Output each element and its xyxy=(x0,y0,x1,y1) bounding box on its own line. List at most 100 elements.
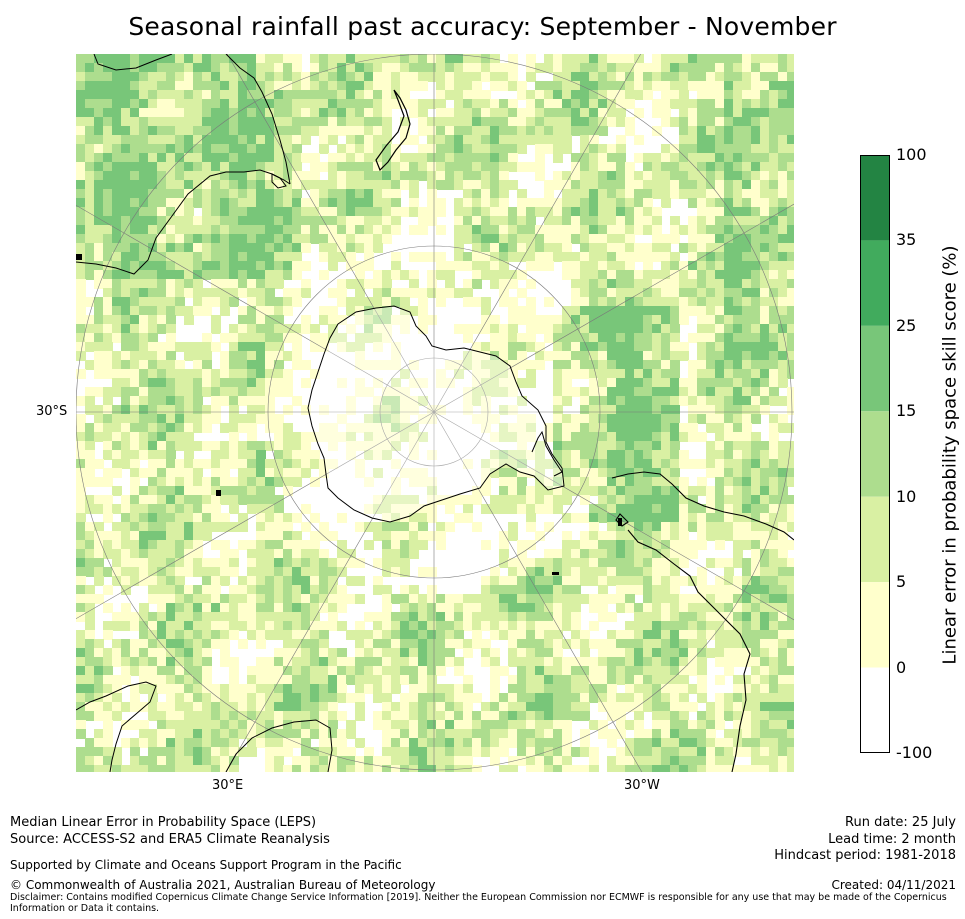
field-cell xyxy=(148,360,158,370)
field-cell xyxy=(598,144,608,154)
field-cell xyxy=(670,531,680,541)
field-cell xyxy=(184,468,194,478)
field-cell xyxy=(634,675,644,685)
field-cell xyxy=(589,270,599,280)
field-cell xyxy=(490,648,500,658)
field-cell xyxy=(319,630,329,640)
field-cell xyxy=(337,693,347,703)
field-cell xyxy=(247,396,257,406)
field-cell xyxy=(265,549,275,559)
field-cell xyxy=(751,252,761,262)
field-cell xyxy=(85,549,95,559)
field-cell xyxy=(346,171,356,181)
field-cell xyxy=(715,441,725,451)
field-cell xyxy=(580,261,590,271)
field-cell xyxy=(265,252,275,262)
field-cell xyxy=(229,504,239,514)
field-cell xyxy=(139,369,149,379)
field-cell xyxy=(580,630,590,640)
field-cell xyxy=(247,378,257,388)
field-cell xyxy=(688,360,698,370)
field-cell xyxy=(238,324,248,334)
field-cell xyxy=(436,405,446,415)
field-cell xyxy=(364,315,374,325)
field-cell xyxy=(94,342,104,352)
field-cell xyxy=(652,351,662,361)
field-cell xyxy=(733,306,743,316)
field-cell xyxy=(499,117,509,127)
field-cell xyxy=(202,225,212,235)
field-cell xyxy=(733,540,743,550)
field-cell xyxy=(544,333,554,343)
field-cell xyxy=(508,153,518,163)
field-cell xyxy=(166,288,176,298)
field-cell xyxy=(526,432,536,442)
field-cell xyxy=(310,333,320,343)
field-cell xyxy=(193,594,203,604)
field-cell xyxy=(319,162,329,172)
field-cell xyxy=(715,585,725,595)
field-cell xyxy=(625,495,635,505)
field-cell xyxy=(130,459,140,469)
field-cell xyxy=(679,288,689,298)
field-cell xyxy=(373,612,383,622)
field-cell xyxy=(706,558,716,568)
field-cell xyxy=(634,603,644,613)
field-cell xyxy=(607,270,617,280)
field-cell xyxy=(589,162,599,172)
field-cell xyxy=(490,252,500,262)
field-cell xyxy=(184,522,194,532)
field-cell xyxy=(211,72,221,82)
field-cell xyxy=(670,459,680,469)
field-cell xyxy=(454,180,464,190)
field-cell xyxy=(130,342,140,352)
field-cell xyxy=(571,63,581,73)
field-cell xyxy=(463,351,473,361)
field-cell xyxy=(310,630,320,640)
field-cell xyxy=(607,459,617,469)
field-cell xyxy=(238,117,248,127)
field-cell xyxy=(382,432,392,442)
field-cell xyxy=(328,135,338,145)
field-cell xyxy=(337,711,347,721)
field-cell xyxy=(436,162,446,172)
field-cell xyxy=(202,612,212,622)
field-cell xyxy=(571,621,581,631)
field-cell xyxy=(400,270,410,280)
field-cell xyxy=(571,225,581,235)
field-cell xyxy=(634,180,644,190)
field-cell xyxy=(355,297,365,307)
field-cell xyxy=(130,171,140,181)
field-cell xyxy=(409,180,419,190)
field-cell xyxy=(247,279,257,289)
field-cell xyxy=(652,621,662,631)
field-cell xyxy=(634,486,644,496)
field-cell xyxy=(346,153,356,163)
field-cell xyxy=(508,621,518,631)
field-cell xyxy=(751,414,761,424)
field-cell xyxy=(517,351,527,361)
field-cell xyxy=(787,360,794,370)
field-cell xyxy=(562,423,572,433)
field-cell xyxy=(256,333,266,343)
field-cell xyxy=(661,432,671,442)
field-cell xyxy=(724,441,734,451)
field-cell xyxy=(319,639,329,649)
field-cell xyxy=(373,333,383,343)
field-cell xyxy=(472,387,482,397)
field-cell xyxy=(535,639,545,649)
field-cell xyxy=(94,225,104,235)
field-cell xyxy=(661,324,671,334)
field-cell xyxy=(652,288,662,298)
field-cell xyxy=(436,63,446,73)
field-cell xyxy=(229,495,239,505)
field-cell xyxy=(409,162,419,172)
field-cell xyxy=(652,657,662,667)
field-cell xyxy=(553,342,563,352)
field-cell xyxy=(382,513,392,523)
field-cell xyxy=(364,243,374,253)
field-cell xyxy=(103,720,113,730)
field-cell xyxy=(517,423,527,433)
field-cell xyxy=(220,468,230,478)
field-cell xyxy=(463,108,473,118)
